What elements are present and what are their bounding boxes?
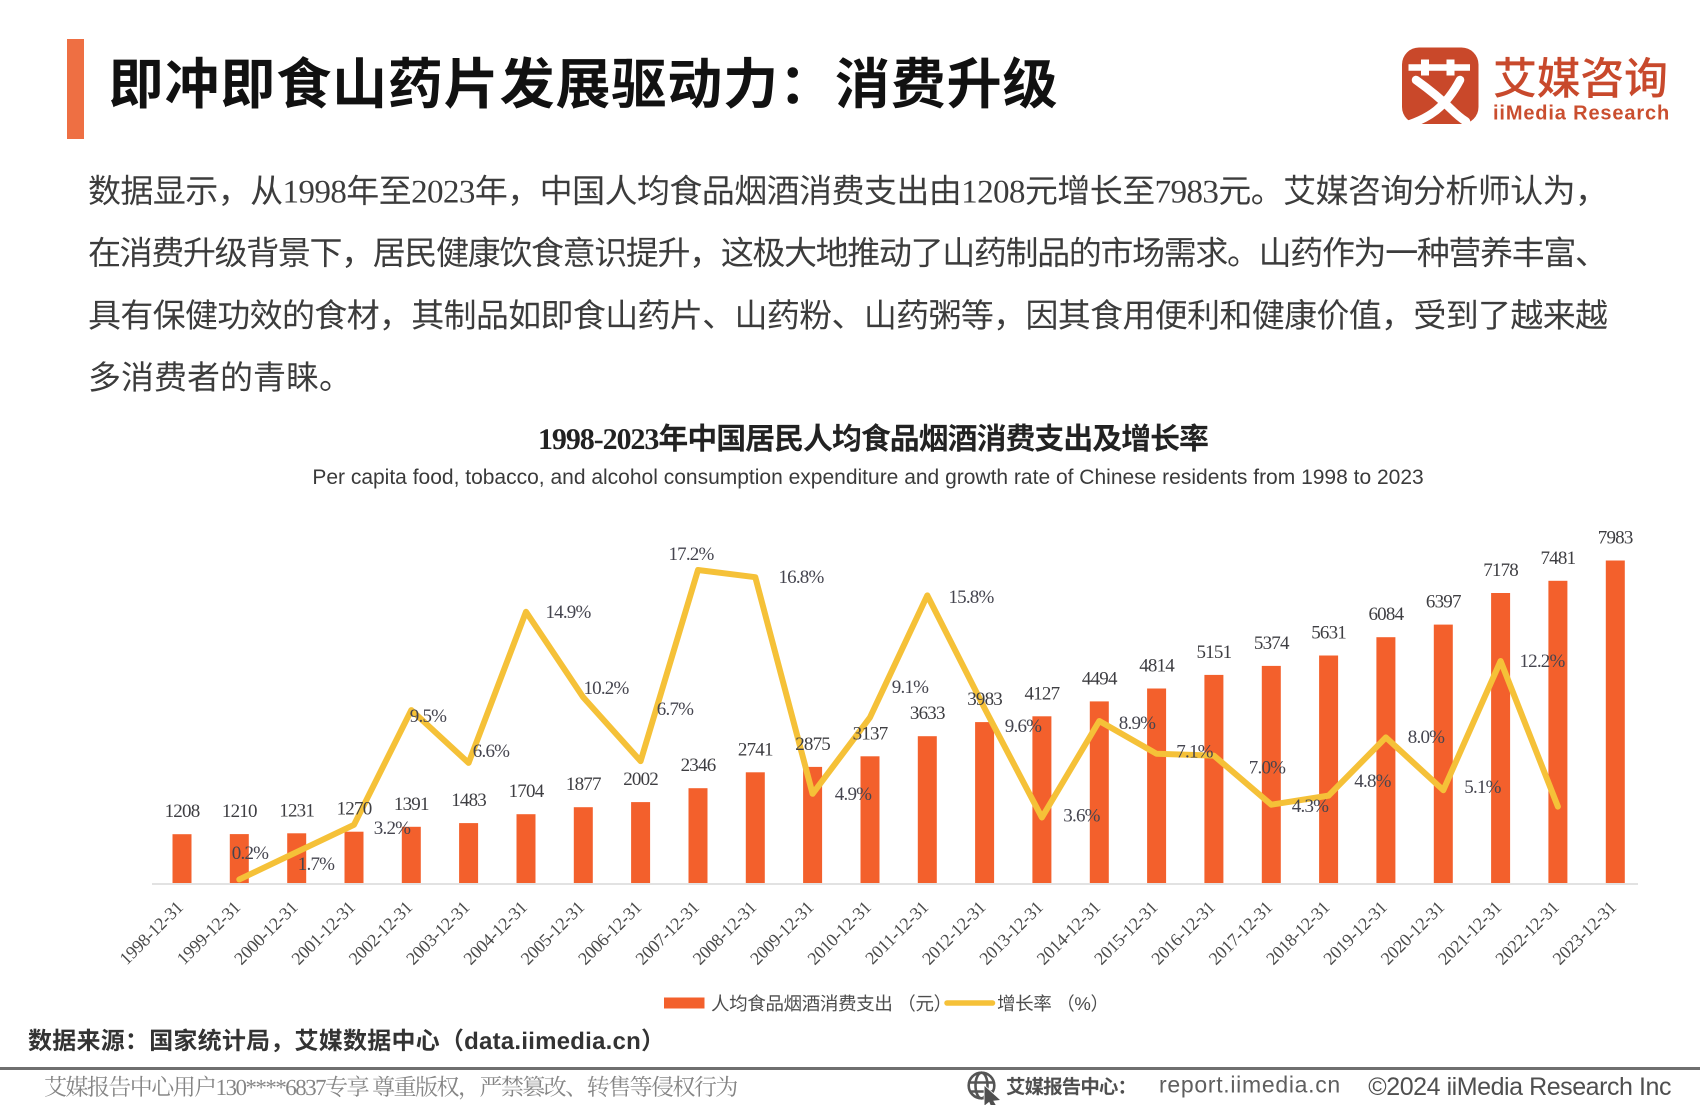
svg-text:iiMedia Research: iiMedia Research [1493, 103, 1670, 125]
svg-text:©2024 iiMedia Research Inc: ©2024 iiMedia Research Inc [1368, 1073, 1671, 1101]
svg-text:7178: 7178 [1483, 560, 1518, 581]
svg-text:3.2%: 3.2% [374, 818, 411, 839]
svg-text:4.9%: 4.9% [835, 784, 872, 805]
svg-text:7.1%: 7.1% [1176, 742, 1213, 763]
svg-text:7481: 7481 [1540, 548, 1575, 569]
svg-text:1391: 1391 [394, 794, 429, 815]
svg-text:7.0%: 7.0% [1249, 758, 1286, 779]
svg-text:17.2%: 17.2% [668, 544, 714, 565]
svg-text:4494: 4494 [1082, 668, 1118, 689]
svg-text:1.7%: 1.7% [298, 854, 335, 875]
svg-text:15.8%: 15.8% [948, 587, 994, 608]
svg-text:0.2%: 0.2% [232, 843, 269, 864]
svg-text:6.7%: 6.7% [657, 699, 694, 720]
svg-text:3633: 3633 [910, 703, 945, 724]
svg-text:3137: 3137 [853, 723, 888, 744]
svg-text:12.2%: 12.2% [1519, 651, 1565, 672]
svg-text:1704: 1704 [509, 781, 545, 802]
svg-text:14.9%: 14.9% [545, 602, 591, 623]
svg-text:5374: 5374 [1254, 633, 1290, 654]
svg-text:9.1%: 9.1% [892, 677, 929, 698]
svg-text:16.8%: 16.8% [778, 567, 824, 588]
svg-text:1270: 1270 [337, 799, 372, 820]
svg-text:2875: 2875 [795, 734, 830, 755]
svg-text:4.8%: 4.8% [1354, 771, 1391, 792]
svg-text:5151: 5151 [1196, 642, 1231, 663]
svg-text:6397: 6397 [1426, 592, 1461, 613]
svg-text:9.5%: 9.5% [410, 706, 447, 727]
svg-text:6.6%: 6.6% [473, 741, 510, 762]
svg-text:8.9%: 8.9% [1119, 713, 1156, 734]
svg-text:1877: 1877 [566, 774, 601, 795]
svg-text:4814: 4814 [1139, 656, 1175, 677]
svg-text:3.6%: 3.6% [1063, 806, 1100, 827]
svg-text:Per capita food, tobacco, and: Per capita food, tobacco, and alcohol co… [312, 466, 1423, 489]
svg-text:10.2%: 10.2% [583, 678, 629, 699]
svg-text:1231: 1231 [279, 800, 314, 821]
svg-text:1208: 1208 [165, 801, 200, 822]
svg-text:2741: 2741 [738, 739, 773, 760]
svg-text:4127: 4127 [1024, 683, 1059, 704]
svg-text:3983: 3983 [967, 689, 1002, 710]
svg-text:9.6%: 9.6% [1005, 716, 1042, 737]
svg-text:7983: 7983 [1598, 528, 1633, 549]
svg-text:1483: 1483 [451, 790, 486, 811]
svg-text:2002: 2002 [623, 769, 658, 790]
svg-text:5631: 5631 [1311, 623, 1346, 644]
svg-text:report.iimedia.cn: report.iimedia.cn [1159, 1072, 1341, 1098]
svg-text:6084: 6084 [1368, 604, 1404, 625]
svg-text:2346: 2346 [681, 755, 716, 776]
svg-text:1210: 1210 [222, 801, 257, 822]
svg-text:8.0%: 8.0% [1408, 727, 1445, 748]
svg-text:4.3%: 4.3% [1292, 796, 1329, 817]
svg-text:5.1%: 5.1% [1464, 777, 1501, 798]
